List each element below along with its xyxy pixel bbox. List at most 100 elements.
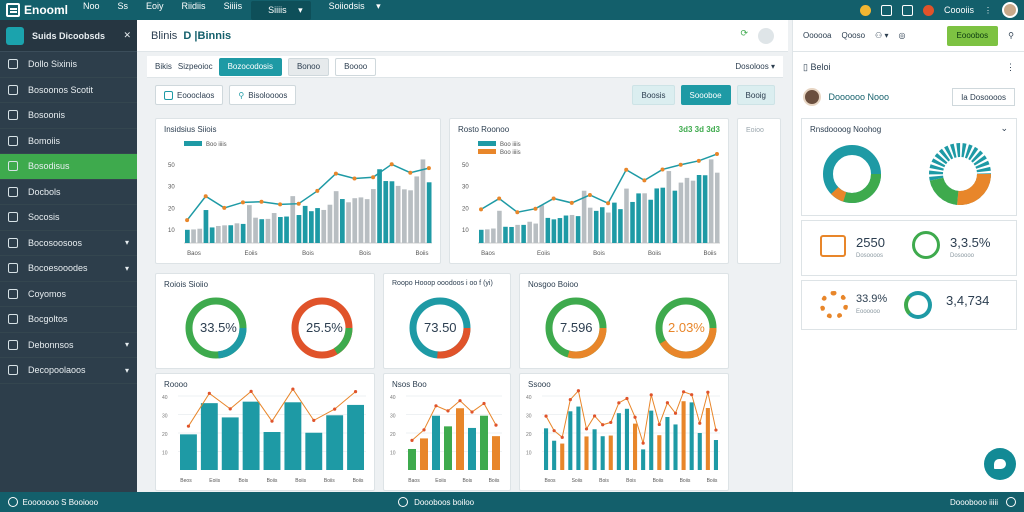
stat-value: 33.9% bbox=[856, 293, 888, 305]
profile-status-icon[interactable] bbox=[922, 4, 934, 16]
donut-card: Roopo Hooop ooodoos i oo f (yi) 73.50 bbox=[383, 273, 511, 369]
search-icon: ⚲ bbox=[238, 90, 245, 100]
right-panel: Oooooa Qooso ⚇ ▾ ◎ Eooobos ⚲ ▯ Beloi ⋮ D… bbox=[792, 20, 1024, 492]
sidebar-item[interactable]: Bosodisus bbox=[0, 154, 137, 180]
help-icon[interactable] bbox=[880, 4, 892, 16]
bar bbox=[321, 209, 327, 243]
footer-center-text[interactable]: Doooboos boiloo bbox=[414, 497, 475, 507]
trend-point bbox=[584, 427, 589, 431]
chevron-down-icon[interactable]: ▾ bbox=[124, 340, 129, 350]
panel-tool[interactable]: Oooooa bbox=[803, 31, 832, 40]
x-tick-label: Beos bbox=[180, 478, 192, 484]
sidebar-item[interactable]: Debonnsos ▾ bbox=[0, 333, 137, 358]
bar bbox=[200, 403, 218, 470]
top-app-bar: Enooml Noo Ss Eoiy Riidiis Siiiis Siiiis… bbox=[0, 0, 1024, 20]
sidebar-item[interactable]: Socosis bbox=[0, 205, 137, 231]
globe-icon[interactable]: ◎ bbox=[898, 31, 906, 40]
bar bbox=[414, 176, 420, 243]
profile-button[interactable]: Ia Dosoooos bbox=[952, 88, 1015, 106]
top-nav-item[interactable]: Noo bbox=[83, 0, 100, 11]
tab-plain[interactable]: Sizpeoioc bbox=[177, 62, 213, 71]
combo-chart: 50 30 20 10 Baos Eoiis Bois Bois Boiis Boo iiiis bbox=[168, 141, 432, 257]
bar bbox=[544, 428, 549, 470]
settings-icon[interactable] bbox=[1006, 497, 1016, 507]
chevron-down-icon[interactable]: ▾ bbox=[124, 263, 129, 273]
user-icon[interactable]: ⚇ ▾ bbox=[875, 31, 889, 40]
sidebar-item[interactable]: Bocoesooodes ▾ bbox=[0, 256, 137, 282]
bar bbox=[228, 225, 234, 243]
user-name[interactable]: Coooiis bbox=[943, 5, 974, 15]
tab-options[interactable]: Dosoloos ▾ bbox=[735, 62, 775, 71]
search-button[interactable]: ⚲ Bisoloooos bbox=[229, 85, 297, 105]
bar bbox=[302, 205, 308, 243]
bar bbox=[649, 410, 654, 470]
x-tick-label: Boiis bbox=[324, 478, 335, 484]
tab-plain[interactable]: Bikis bbox=[155, 62, 172, 71]
tab-options-label: Dosoloos bbox=[735, 62, 769, 71]
top-nav-item-active[interactable]: Siiiis ▾ bbox=[251, 0, 311, 20]
more-icon[interactable]: ⋮ bbox=[1006, 61, 1015, 72]
brand-logo[interactable]: Enooml bbox=[0, 3, 74, 17]
sidebar-item[interactable]: Bosoonis bbox=[0, 103, 137, 129]
notification-icon[interactable] bbox=[859, 4, 871, 16]
tab[interactable]: Bonoo bbox=[287, 57, 330, 76]
message-icon[interactable] bbox=[901, 4, 913, 16]
bar bbox=[569, 214, 575, 243]
sidebar-item[interactable]: Bomoiis bbox=[0, 129, 137, 154]
panel-tool[interactable]: Qooso bbox=[841, 31, 866, 40]
action-button[interactable]: Boosis bbox=[632, 85, 675, 105]
refresh-icon[interactable]: ⟳ bbox=[740, 27, 748, 38]
bar bbox=[492, 436, 500, 470]
chevron-down-icon[interactable]: ▾ bbox=[124, 365, 129, 375]
search-icon[interactable] bbox=[758, 27, 774, 44]
bar-line-chart-card: Rosto Roonoo 3d3 3d 3d3 50 30 20 10 Baos Eoii… bbox=[449, 118, 729, 264]
tab[interactable]: Boooo bbox=[335, 57, 377, 76]
sidebar-item[interactable]: Coyomos bbox=[0, 282, 137, 307]
footer-right-text[interactable]: Dooobooo iiiii bbox=[949, 497, 998, 507]
x-tick-label: Bois bbox=[599, 478, 609, 484]
donut-value: 2.03% bbox=[668, 320, 705, 335]
more-icon[interactable]: ⋮ bbox=[984, 5, 992, 15]
avatar[interactable] bbox=[1002, 2, 1018, 18]
top-nav-item[interactable]: Siiiis bbox=[223, 0, 243, 11]
top-nav-item[interactable]: Ss bbox=[117, 0, 129, 11]
action-button[interactable]: Booig bbox=[736, 85, 775, 105]
bar bbox=[697, 432, 702, 470]
sidebar-item[interactable]: Bocosoosoos ▾ bbox=[0, 231, 137, 256]
donut-value: 73.50 bbox=[424, 320, 457, 335]
sidebar-item[interactable]: Docbols bbox=[0, 180, 137, 205]
sidebar-item[interactable]: Bocgoltos bbox=[0, 307, 137, 333]
profile-name[interactable]: Doooooo Nooo bbox=[828, 92, 890, 102]
top-nav-item[interactable]: Soiiodsis ▾ bbox=[311, 1, 390, 20]
search-icon[interactable]: ⚲ bbox=[1008, 31, 1014, 40]
chevron-down-icon[interactable]: ⌄ bbox=[1000, 123, 1008, 133]
x-tick-label: Boiis bbox=[295, 478, 306, 484]
sidebar-item[interactable]: Dollo Sixinis bbox=[0, 52, 137, 78]
green-action-button[interactable]: Eooobos bbox=[946, 25, 999, 46]
bar bbox=[713, 440, 718, 470]
sidebar-item[interactable]: Bosoonos Scotit bbox=[0, 78, 137, 103]
collapse-icon[interactable]: ✕ bbox=[123, 30, 131, 40]
bar bbox=[185, 229, 190, 243]
chart-title: Ssooo bbox=[528, 380, 551, 389]
logo-icon bbox=[6, 3, 20, 17]
tab-active[interactable]: Bozocodosis bbox=[218, 57, 282, 76]
chat-button[interactable] bbox=[984, 448, 1016, 480]
stat-label: Eoooooo bbox=[856, 309, 881, 315]
bar bbox=[696, 175, 702, 243]
top-nav-item[interactable]: Riidiis bbox=[181, 0, 206, 11]
top-nav-item[interactable]: Eoiy bbox=[146, 0, 164, 11]
bar-chart-card: Nsos Boo 40 30 20 10 Baos Eoiis Bois Boiis bbox=[383, 373, 511, 491]
footer-left-text[interactable]: Eooooooo S Booiooo bbox=[22, 497, 99, 507]
sidebar-item[interactable]: Decopoolaoos ▾ bbox=[0, 358, 137, 384]
primary-action-button[interactable]: Soooboe bbox=[680, 85, 731, 105]
donut-segment bbox=[291, 297, 353, 359]
main-header: Blinis D |Binnis ⟳ bbox=[137, 20, 788, 52]
bar bbox=[568, 411, 573, 470]
bar bbox=[389, 181, 395, 243]
bar bbox=[690, 180, 696, 243]
list-button[interactable]: Eoooclaos bbox=[155, 85, 224, 105]
sidebar-item-label: Coyomos bbox=[28, 288, 67, 299]
chevron-down-icon[interactable]: ▾ bbox=[124, 238, 129, 248]
sidebar-item-label: Socosis bbox=[28, 212, 60, 223]
